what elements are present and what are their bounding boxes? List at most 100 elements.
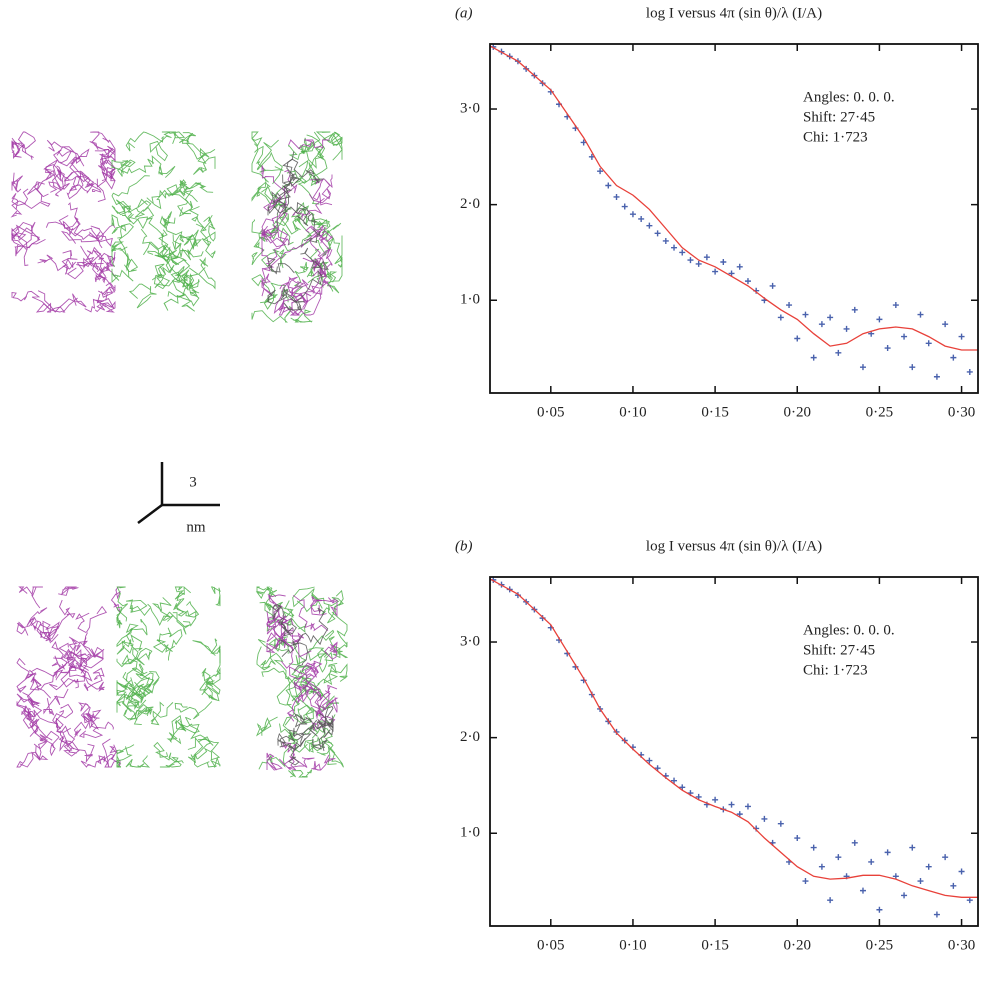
- data-point: [696, 261, 702, 267]
- data-point: [893, 302, 899, 308]
- annotation: Shift: 27·45: [803, 109, 875, 125]
- molecule-trace: [199, 259, 215, 289]
- molecule-trace: [80, 668, 105, 690]
- data-point: [819, 321, 825, 327]
- data-point: [778, 821, 784, 827]
- molecule-trace: [117, 624, 138, 654]
- molecule-trace: [200, 675, 219, 701]
- data-point: [959, 334, 965, 340]
- molecule-trace: [37, 656, 64, 698]
- x-tick-label: 0·25: [866, 937, 894, 953]
- data-point: [835, 854, 841, 860]
- data-point: [712, 797, 718, 803]
- molecule-trace: [154, 640, 175, 661]
- data-point: [901, 334, 907, 340]
- molecule-trace: [126, 756, 149, 768]
- data-point: [885, 849, 891, 855]
- molecule-trace: [212, 587, 220, 606]
- plot-frame: [490, 44, 978, 393]
- molecule-trace: [64, 650, 86, 667]
- data-point: [630, 211, 636, 217]
- data-point: [876, 907, 882, 913]
- x-tick-label: 0·25: [866, 404, 894, 420]
- data-point: [745, 803, 751, 809]
- data-point: [745, 278, 751, 284]
- data-point: [655, 230, 661, 236]
- molecule-trace: [157, 628, 182, 649]
- data-point: [909, 364, 915, 370]
- molecule-trace: [194, 758, 220, 767]
- data-point: [926, 340, 932, 346]
- data-point: [614, 194, 620, 200]
- data-point: [942, 854, 948, 860]
- data-point: [835, 350, 841, 356]
- molecule-trace: [151, 702, 173, 724]
- y-tick-label: 1·0: [460, 825, 480, 841]
- scale-label: 3: [189, 474, 197, 490]
- molecule-trace: [288, 770, 311, 778]
- annotation: Chi: 1·723: [803, 662, 868, 678]
- molecule-trace: [322, 591, 343, 623]
- data-point: [679, 249, 685, 255]
- molecule-trace: [166, 218, 192, 246]
- y-tick-label: 2·0: [460, 196, 480, 212]
- data-point: [876, 316, 882, 322]
- molecule-trace: [252, 307, 292, 322]
- data-point: [901, 892, 907, 898]
- data-point: [671, 245, 677, 251]
- x-tick-label: 0·30: [948, 404, 976, 420]
- molecule-trace: [312, 755, 336, 770]
- data-point: [934, 912, 940, 918]
- molecule-trace: [12, 193, 25, 216]
- data-point: [967, 897, 973, 903]
- molecule-trace: [193, 157, 215, 175]
- data-point: [852, 307, 858, 313]
- data-point: [942, 321, 948, 327]
- data-point: [934, 374, 940, 380]
- data-point: [819, 864, 825, 870]
- molecule-trace: [28, 668, 57, 684]
- x-tick-label: 0·05: [537, 404, 565, 420]
- data-point: [827, 314, 833, 320]
- data-point: [811, 845, 817, 851]
- molecule-trace: [76, 607, 106, 633]
- figure: 3 nm (a)log I versus 4π (sin θ)/λ (I/A)A…: [0, 0, 982, 982]
- data-point: [844, 326, 850, 332]
- data-point: [868, 859, 874, 865]
- data-point: [646, 223, 652, 229]
- molecule-trace: [80, 633, 103, 668]
- molecule-trace: [324, 133, 342, 160]
- data-point: [860, 364, 866, 370]
- data-point: [917, 312, 923, 318]
- panel-label: (a): [455, 5, 473, 21]
- molecule-trace: [257, 587, 269, 598]
- x-tick-label: 0·05: [537, 937, 565, 953]
- molecule-trace: [84, 710, 101, 729]
- molecule-trace: [101, 257, 116, 272]
- data-point: [786, 302, 792, 308]
- data-point: [917, 878, 923, 884]
- y-tick-label: 2·0: [460, 729, 480, 745]
- data-point: [729, 802, 735, 808]
- x-tick-label: 0·30: [948, 937, 976, 953]
- data-point: [802, 878, 808, 884]
- molecule-trace: [299, 132, 320, 154]
- molecule-trace: [44, 689, 68, 715]
- molecule-trace: [12, 173, 23, 192]
- molecule-trace: [154, 743, 183, 764]
- panel-label: (b): [455, 538, 473, 554]
- molecule-trace: [195, 740, 220, 760]
- molecule-trace: [257, 140, 282, 184]
- molecule-trace: [58, 587, 78, 595]
- data-point: [622, 204, 628, 210]
- data-point: [852, 840, 858, 846]
- data-point: [794, 335, 800, 341]
- molecule-trace: [257, 717, 278, 736]
- molecule-trace: [325, 643, 337, 660]
- x-tick-label: 0·10: [619, 404, 647, 420]
- molecule-trace: [308, 630, 333, 660]
- y-tick-label: 1·0: [460, 292, 480, 308]
- data-point: [959, 868, 965, 874]
- plot-frame: [490, 577, 978, 926]
- molecule-trace: [112, 269, 133, 282]
